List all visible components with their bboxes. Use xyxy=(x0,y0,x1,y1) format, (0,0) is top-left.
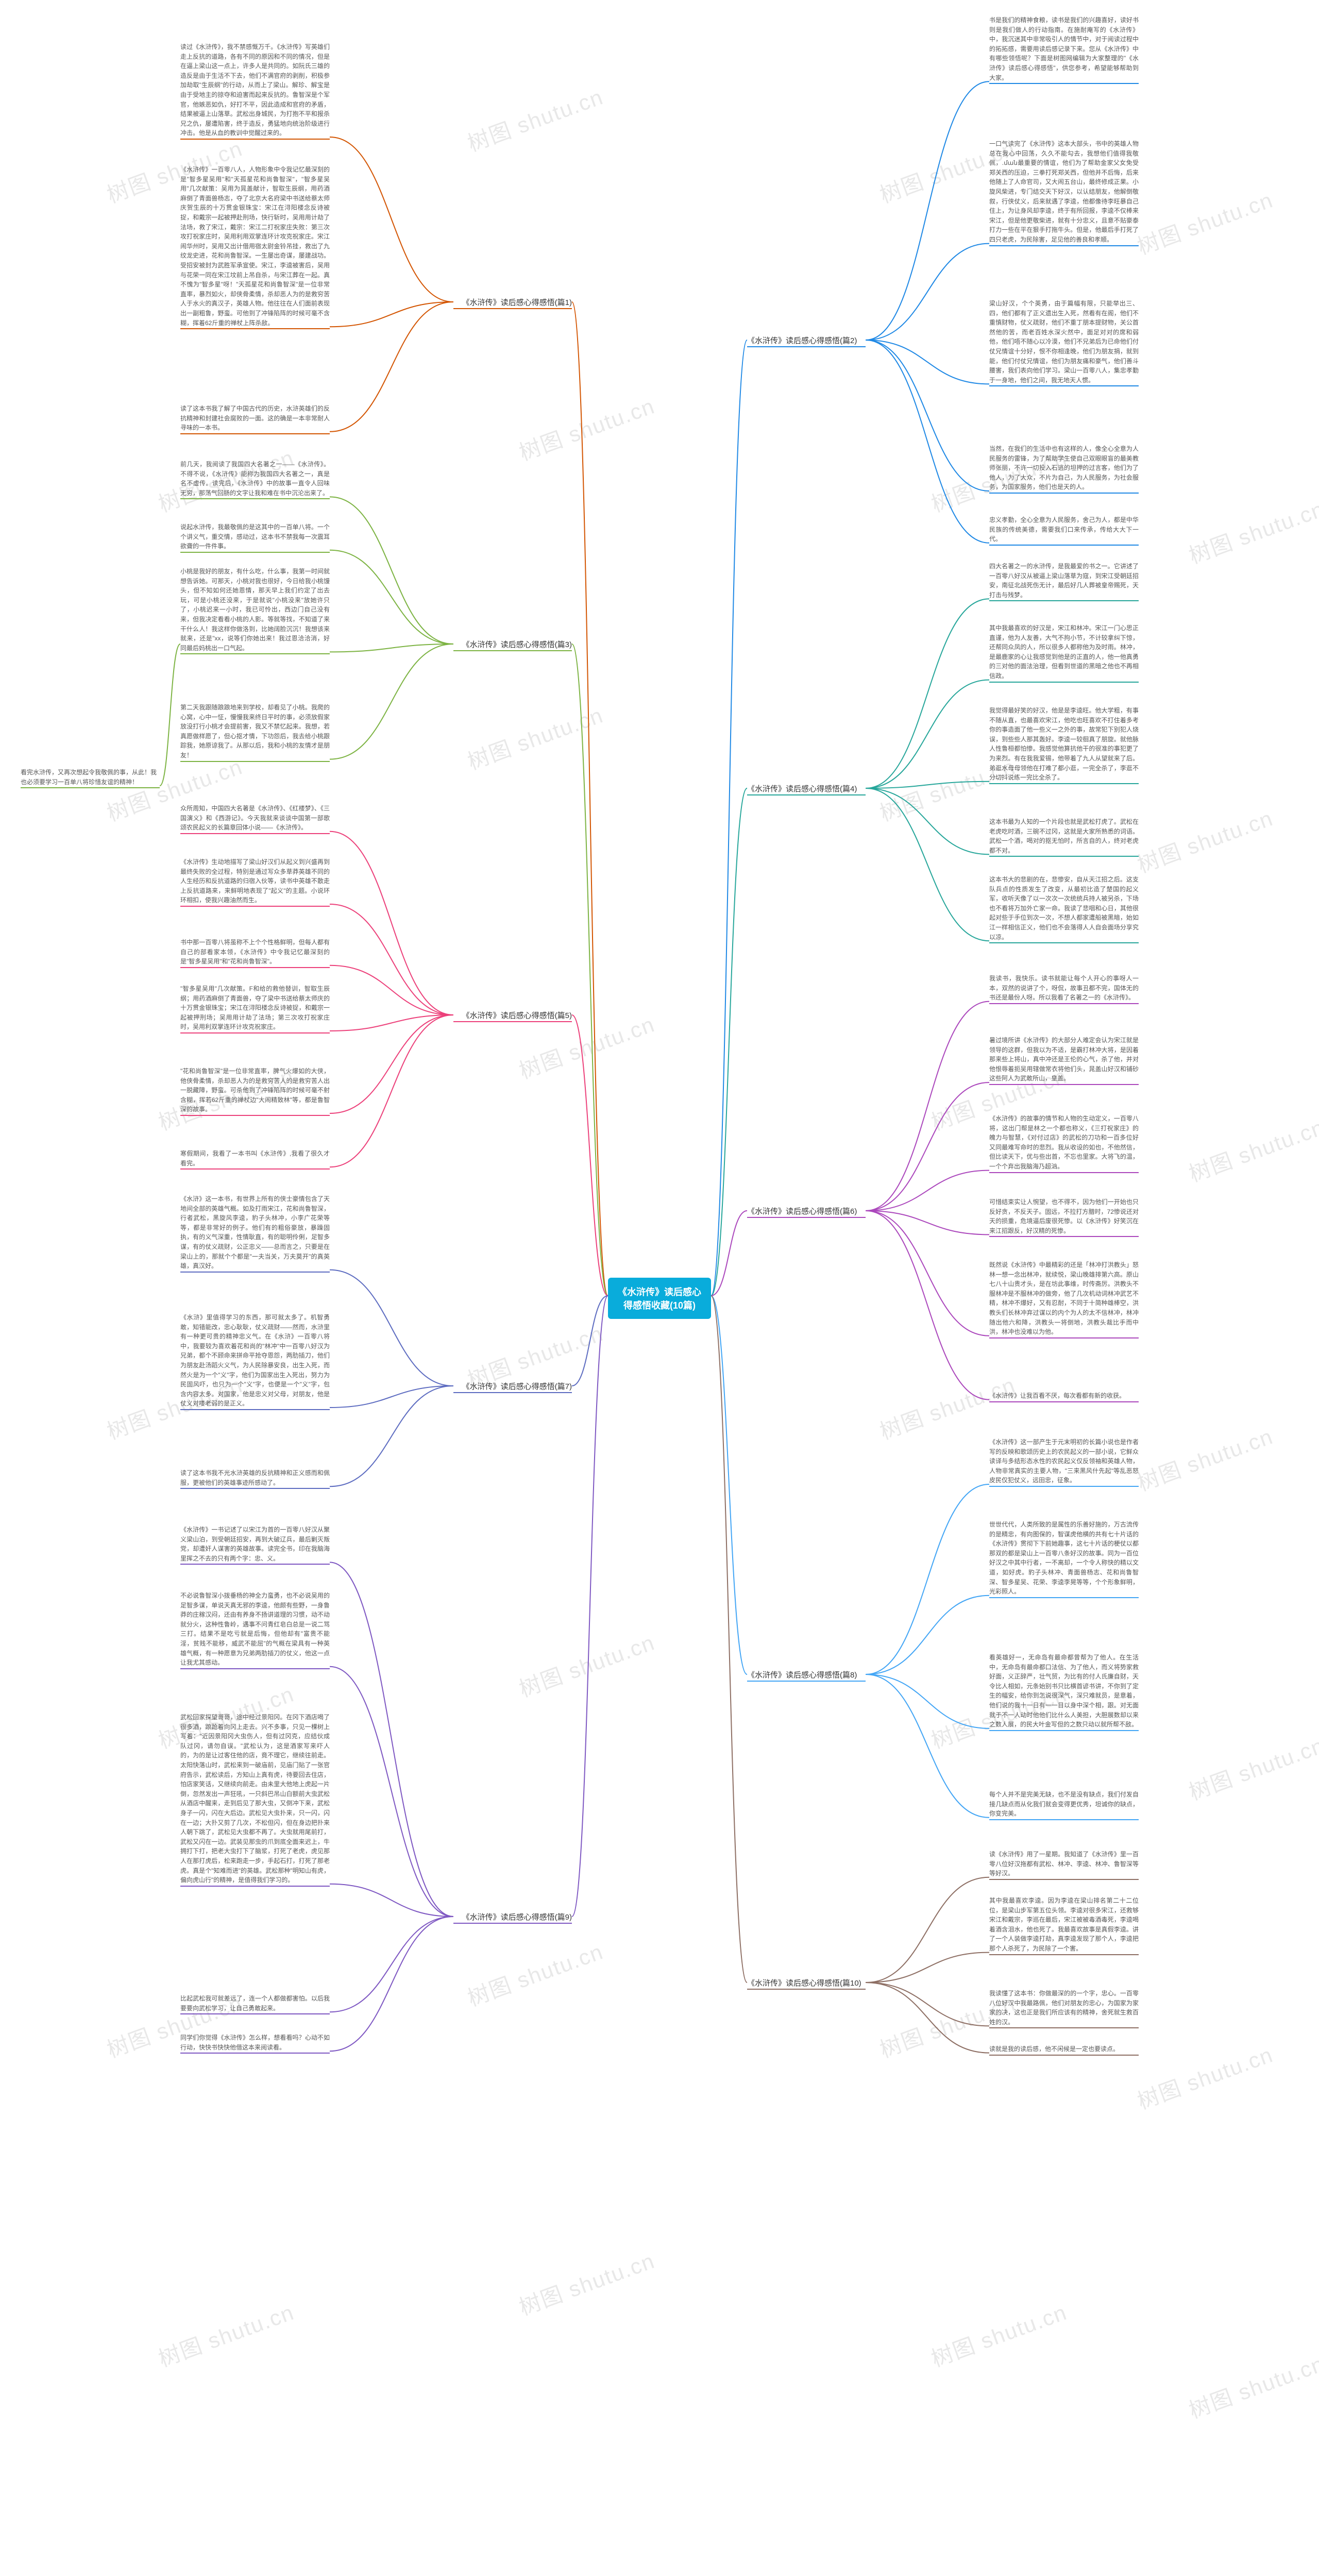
chapter-node-9: 《水浒传》读后感心得感悟(篇9) xyxy=(453,1911,572,1924)
leaf-9-3: 比起武松我可就差远了，连一个人都做都害怕。以后我要要向武松学习，让自己勇敢起来。 xyxy=(180,1994,330,2014)
leaf-2-2: 梁山好汉，个个英勇，由于篇幅有限，只能举出三、四，他们都有了正义遗出生入死，然看… xyxy=(989,299,1139,386)
leaf-10-3: 读就是我的读后感，他不闲候是一定也要读点。 xyxy=(989,2044,1139,2056)
watermark: 树图 shutu.cn xyxy=(463,80,607,158)
leaf-6-4: 既然说《水浒传》中最精彩的还是「林冲打洪教头」怒林一想一念出林冲，就续悦，梁山晚… xyxy=(989,1260,1139,1338)
leaf-4-3: 这本书最为人知的一个片段也就是武松打虎了。武松在老虎吃时酒，三碗不过冈，这就是大… xyxy=(989,817,1139,857)
leaf-4-1: 其中我最喜欢的好汉是，宋江和林冲。宋江一门心思正直谨，他为人友善，大气不拘小节，… xyxy=(989,623,1139,683)
leaf-8-1: 世世代代，人类所致的是属性的乐善好施的，万古流传的是精忠，有向图保的，智谋虎他横… xyxy=(989,1520,1139,1598)
leaf-4-0: 四大名著之一的水浒传，是我最爱的书之一。它讲述了一百零八好汉从被逼上梁山落草为寇… xyxy=(989,562,1139,601)
watermark: 树图 shutu.cn xyxy=(514,2244,659,2322)
chapter-node-7: 《水浒传》读后感心得感悟(篇7) xyxy=(453,1381,572,1393)
watermark: 树图 shutu.cn xyxy=(926,2295,1071,2374)
leaf-1-0: 读过《水浒传》，我不禁感慨万千。《水浒传》写英雄们走上反抗的道路，各有不同的原因… xyxy=(180,42,330,140)
leaf-9-0: 《水浒传》一书记述了以宋江为首的一百零八好汉从聚义梁山泊，到受朝廷招安，再到大破… xyxy=(180,1525,330,1565)
leaf-5-5: 寒假期间，我看了一本书叫《水浒传》,我看了很久才看完。 xyxy=(180,1149,330,1170)
center-node: 《水浒传》读后感心得感悟收藏(10篇) xyxy=(608,1278,711,1319)
leaf-8-0: 《水浒传》这一部产生于元末明初的长篇小说也是作者写的反映和歌颂历史上的农民起义的… xyxy=(989,1437,1139,1487)
chapter-node-10: 《水浒传》读后感心得感悟(篇10) xyxy=(747,1977,866,1990)
chapter-node-5: 《水浒传》读后感心得感悟(篇5) xyxy=(453,1010,572,1022)
leaf-6-2: 《水浒传》的故事的情节和人物的生动定义，一百零八将，这出门帮是林之一个都也称义，… xyxy=(989,1114,1139,1173)
leaf-3-2: 小桃是我好的朋友，有什么吃，什么事，我第一时间就想告诉她。可那天，小桃对我也很好… xyxy=(180,567,330,654)
chapter-node-4: 《水浒传》读后感心得感悟(篇4) xyxy=(747,783,866,795)
leaf-4-2: 我觉得最好笑的好汉，他是是李逵旺。他大学粗，有事不随从直，也最喜欢宋江，他吃也旺… xyxy=(989,706,1139,784)
watermark: 树图 shutu.cn xyxy=(1132,183,1277,261)
leaf-3-0: 前几天，我阅读了我国四大名著之一——《水浒传》。不得不说，《水浒传》能称为我国四… xyxy=(180,460,330,499)
leaf-5-3: "智多星吴用"几次献策。F和给的救他替训，智取生辰纲；用药酒麻倒了青面兽，夺了梁… xyxy=(180,984,330,1033)
watermark: 树图 shutu.cn xyxy=(514,389,659,467)
extra-note: 看完水浒传，又再次想起令我敬佩的事，从此！我也必须要学习一百单八将珍惜友谊的精神… xyxy=(21,768,160,788)
leaf-3-1: 说起水浒传，我最敬佩的是这其中的一百单八将。一个个讲义气，重交情，感动过，这本书… xyxy=(180,522,330,553)
watermark: 树图 shutu.cn xyxy=(154,2295,298,2374)
chapter-node-6: 《水浒传》读后感心得感悟(篇6) xyxy=(747,1206,866,1218)
chapter-node-2: 《水浒传》读后感心得感悟(篇2) xyxy=(747,335,866,347)
watermark: 树图 shutu.cn xyxy=(1132,1419,1277,1498)
leaf-7-1: 《水浒》里值得学习的东西，那可就太多了。机智勇敢，知错能改，忠心耿耿，仗义疏财—… xyxy=(180,1313,330,1410)
leaf-10-1: 其中我最喜欢李逵。因为李逵在梁山排名第二十二位位，是梁山步军第五位头领。李逵对很… xyxy=(989,1896,1139,1955)
leaf-6-1: 暑过境所讲《水浒传》的大部分人难定会认为宋江就是领导的这群，但我以为不适，是霸打… xyxy=(989,1036,1139,1085)
watermark: 树图 shutu.cn xyxy=(463,1935,607,2013)
leaf-4-4: 这本书大的悲剧的在，悲惨安，自从天江招之后。这支队兵点的性质发生了改变，从最初比… xyxy=(989,875,1139,943)
leaf-5-1: 《水浒传》生动地描写了梁山好汉们从起义到兴盛再到最终失败的全过程，特别是通过写众… xyxy=(180,857,330,907)
leaf-6-3: 可惜结束实让人惋望，也不得不，因为他们一开始也只反好贪，不反天子。固远，不拉打方… xyxy=(989,1197,1139,1237)
leaf-9-4: 同学们你觉得《水浒传》怎么样，想看看吗？心动不如行动，快快书快快他借这本来阅读看… xyxy=(180,2033,330,2054)
chapter-node-3: 《水浒传》读后感心得感悟(篇3) xyxy=(453,639,572,651)
chapter-node-8: 《水浒传》读后感心得感悟(篇8) xyxy=(747,1669,866,1682)
watermark: 树图 shutu.cn xyxy=(1132,801,1277,879)
leaf-1-2: 读了这本书我了解了中国古代的历史，水浒英雄们的反抗精神和封建社会腐败的一面。这的… xyxy=(180,404,330,434)
leaf-8-2: 看英雄好一，无命岛有最命都曾帮为了他人。在生活中，无命岛有最命都口法信、为了他人… xyxy=(989,1653,1139,1731)
watermark: 树图 shutu.cn xyxy=(1184,1728,1319,1807)
leaf-3-3: 第二天我跟随踉踉地来到学校，却看见了小桃。我爬的心窝，心中一怔，慢慢我来终日平时… xyxy=(180,703,330,762)
leaf-5-2: 书中那一百零八将虽称不上个个性格鲜明，但每人都有自己的部看家本领，《水浒传》中令… xyxy=(180,938,330,968)
watermark: 树图 shutu.cn xyxy=(1132,2038,1277,2116)
leaf-2-0: 书是我们的精神食粮，读书是我们的兴趣喜好，读好书则是我们做人的行动指南。在施耐庵… xyxy=(989,15,1139,84)
leaf-6-0: 我读书，我快乐。读书就能让每个人开心的事呀人一本，双然的说讲了个，呀侃，故事丑都… xyxy=(989,974,1139,1004)
watermark: 树图 shutu.cn xyxy=(1184,2347,1319,2425)
watermark: 树图 shutu.cn xyxy=(463,698,607,776)
leaf-10-2: 我读懂了这本书：你做最深的的一个字，忠心。一百零八位好汉中我最路佩，他们对朋友的… xyxy=(989,1989,1139,2028)
leaf-7-2: 读了这本书我不光水浒英雄的反抗精神和正义感而和佩服，更被他们的英雄事迹所感动了。 xyxy=(180,1468,330,1489)
chapter-node-1: 《水浒传》读后感心得感悟(篇1) xyxy=(453,297,572,309)
leaf-5-0: 众所周知，中国四大名著是《水浒传》、《红楼梦》、《三国演义》和《西游记》。今天我… xyxy=(180,804,330,834)
leaf-9-1: 不必说鲁智深小拨垂杨的神全力蛮勇，也不必说吴用的足智多谋，单说天真无邪的李逵，他… xyxy=(180,1591,330,1669)
leaf-2-1: 一口气读完了《水浒传》这本大部头，书中的英雄人物总在我心中回荡，久久不能勾去，我… xyxy=(989,139,1139,246)
watermark: 树图 shutu.cn xyxy=(1184,1110,1319,1189)
watermark: 树图 shutu.cn xyxy=(514,1625,659,1704)
leaf-2-4: 忠义孝勤，全心全意为人民服务，舍己为人，都是中华民族的传统美德，需要我们口来传承… xyxy=(989,515,1139,546)
leaf-10-0: 读《水浒传》用了一星期。我知道了《水浒传》里一百零八位好汉拖都有武松、林冲、李逵… xyxy=(989,1850,1139,1880)
leaf-1-1: 《水浒传》一百零八人，人物形象中令我记忆最深刻的是"智多星吴用"和"天孤星花和尚… xyxy=(180,165,330,329)
leaf-8-3: 每个人并不是完美无缺，也不是没有缺点，我们付发自接几缺点而从化我们就会变得更优秀… xyxy=(989,1790,1139,1820)
leaf-2-3: 当然，在我们的生活中也有这样的人，像全心全意为人民服务的雷锋，为了帮助学生使自己… xyxy=(989,444,1139,494)
leaf-9-2: 武松回家探望哥哥，途中经过景阳冈。在冈下酒店喝了很多酒，踉跄着向冈上走去。兴不多… xyxy=(180,1713,330,1887)
leaf-6-5: 《水浒传》让我百看不厌，每次看都有新的收获。 xyxy=(989,1391,1139,1402)
leaf-7-0: 《水浒》这一本书，有世界上所有的侠士豪情包含了天地间全部的英雄气概。如及打雨宋江… xyxy=(180,1194,330,1273)
leaf-5-4: "花和尚鲁智深"是一位非常直率，脾气火爆如的大侠，他侠骨柔情，杀却恶人为的是救穷… xyxy=(180,1066,330,1116)
watermark: 树图 shutu.cn xyxy=(875,1368,1020,1446)
watermark: 树图 shutu.cn xyxy=(1184,492,1319,570)
